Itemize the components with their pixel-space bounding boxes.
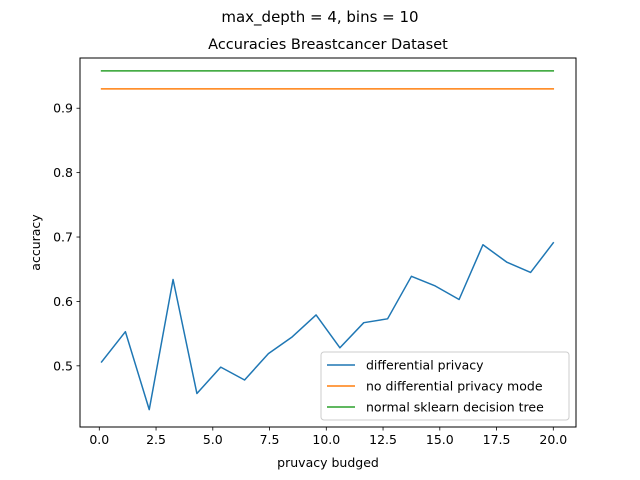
x-tick-label: 17.5 xyxy=(483,432,511,447)
y-tick-label: 0.5 xyxy=(53,358,73,373)
plot-area xyxy=(79,57,577,428)
x-tick-label: 0.0 xyxy=(89,432,109,447)
x-tick-label: 10.0 xyxy=(312,432,340,447)
series-layer xyxy=(100,70,555,411)
x-tick-label: 12.5 xyxy=(369,432,397,447)
x-tick-label: 15.0 xyxy=(426,432,454,447)
legend-entries: differential privacy no differential priv… xyxy=(327,358,544,415)
x-tick-label: 7.5 xyxy=(260,432,280,447)
y-tick-label: 0.7 xyxy=(53,230,73,245)
figure-suptitle: max_depth = 4, bins = 10 xyxy=(221,8,418,27)
y-tick-label: 0.9 xyxy=(53,101,73,116)
y-tick-label: 0.8 xyxy=(53,165,73,180)
legend-label-2: no differential privacy mode xyxy=(366,379,543,394)
axes-frame xyxy=(79,57,577,428)
y-axis-ticks: 0.5 0.6 0.7 0.8 0.9 xyxy=(53,101,80,373)
legend-label-3: normal sklearn decision tree xyxy=(366,400,544,415)
legend-box xyxy=(320,351,570,421)
x-tick-label: 2.5 xyxy=(146,432,166,447)
legend-label-1: differential privacy xyxy=(366,358,484,373)
x-axis-ticks: 0.0 2.5 5.0 7.5 10.0 12.5 15.0 17.5 20.0 xyxy=(89,427,567,447)
x-tick-label: 5.0 xyxy=(203,432,223,447)
x-axis-label: pruvacy budged xyxy=(277,455,379,470)
y-tick-label: 0.6 xyxy=(53,294,73,309)
legend: differential privacy no differential priv… xyxy=(320,351,570,421)
x-tick-label: 20.0 xyxy=(539,432,567,447)
y-axis-label: accuracy xyxy=(28,214,43,271)
series-line-1 xyxy=(100,241,555,411)
chart-title: Accuracies Breastcancer Dataset xyxy=(208,37,448,53)
